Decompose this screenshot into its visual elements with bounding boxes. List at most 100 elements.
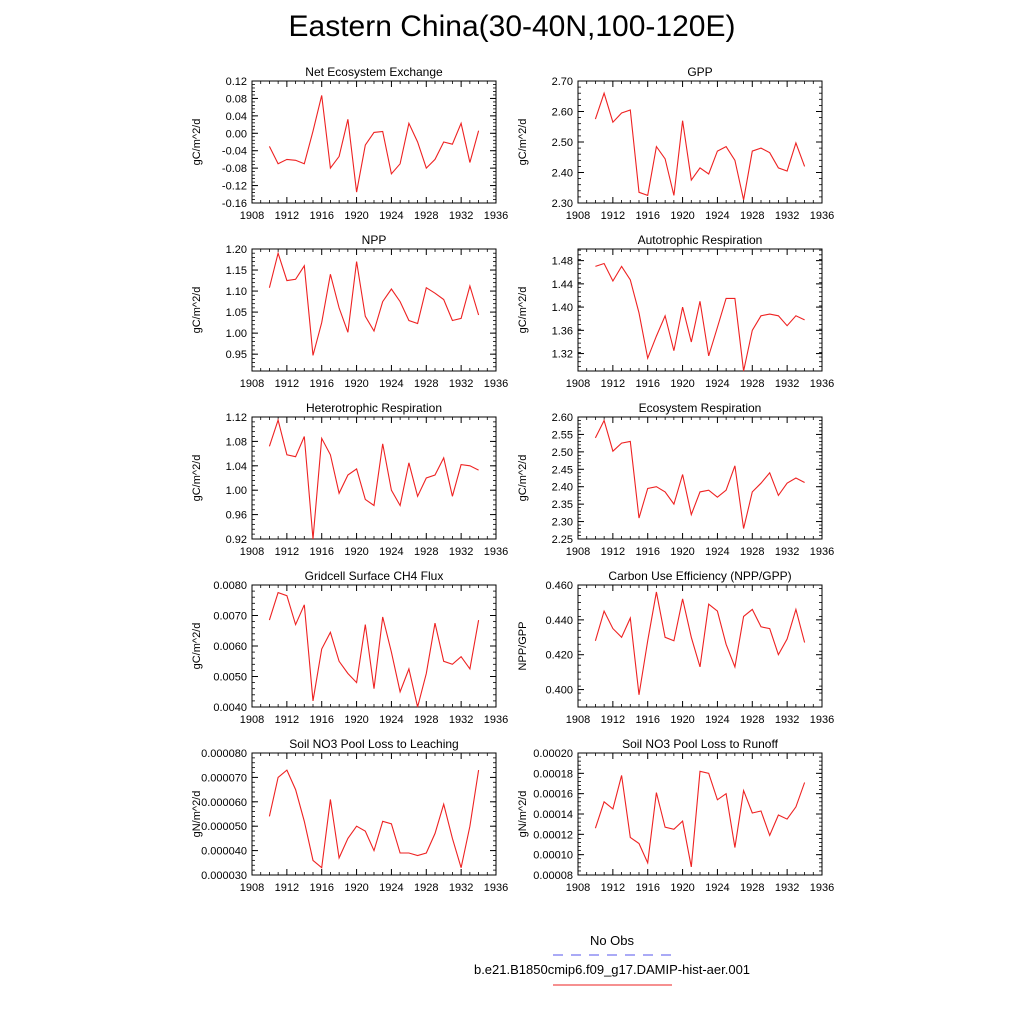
panel-title: Ecosystem Respiration bbox=[639, 401, 762, 415]
series-line bbox=[268, 769, 480, 869]
x-tick-label: 1920 bbox=[670, 210, 694, 222]
x-tick-label: 1908 bbox=[240, 546, 264, 558]
y-axis-label: gC/m^2/d bbox=[517, 455, 529, 502]
x-tick-label: 1936 bbox=[484, 882, 508, 894]
series-line bbox=[268, 591, 480, 708]
x-tick-label: 1908 bbox=[566, 546, 590, 558]
x-tick-label: 1908 bbox=[566, 210, 590, 222]
x-tick-label: 1916 bbox=[635, 378, 659, 390]
panel-carbon-use-efficiency-npp-gpp: Carbon Use Efficiency (NPP/GPP) 1908 1912 1… bbox=[517, 569, 834, 726]
x-tick-label: 1920 bbox=[344, 210, 368, 222]
x-tick-label: 1908 bbox=[566, 378, 590, 390]
x-tick-label: 1936 bbox=[810, 210, 834, 222]
y-tick-label: 0.00 bbox=[226, 128, 247, 140]
panel-npp: NPP 1908 1912 1916 1920 1924 1928 1932 1936 0.95 1… bbox=[191, 233, 508, 390]
y-tick-label: 0.00012 bbox=[533, 829, 573, 841]
y-tick-label: -0.16 bbox=[222, 198, 247, 210]
y-tick-label: 2.50 bbox=[552, 447, 573, 459]
x-tick-label: 1924 bbox=[705, 378, 729, 390]
x-tick-label: 1936 bbox=[810, 546, 834, 558]
x-tick-label: 1936 bbox=[810, 378, 834, 390]
x-tick-label: 1928 bbox=[414, 546, 438, 558]
x-tick-label: 1932 bbox=[775, 882, 799, 894]
y-tick-label: 0.0040 bbox=[213, 702, 247, 714]
y-tick-label: 1.05 bbox=[226, 307, 247, 319]
x-tick-label: 1924 bbox=[705, 546, 729, 558]
y-tick-label: 0.000050 bbox=[201, 821, 247, 833]
y-tick-label: 2.60 bbox=[552, 107, 573, 119]
y-tick-label: 1.15 bbox=[226, 265, 247, 277]
y-tick-label: 0.00018 bbox=[533, 768, 573, 780]
plot-frame bbox=[577, 584, 823, 708]
y-tick-label: 0.460 bbox=[545, 580, 573, 592]
x-tick-label: 1924 bbox=[379, 378, 403, 390]
y-axis-label: gN/m^2/d bbox=[191, 791, 203, 838]
x-tick-label: 1912 bbox=[601, 546, 625, 558]
x-tick-label: 1932 bbox=[449, 882, 473, 894]
y-tick-label: -0.04 bbox=[222, 146, 247, 158]
x-tick-label: 1924 bbox=[705, 210, 729, 222]
series-line bbox=[268, 251, 480, 356]
x-tick-label: 1912 bbox=[601, 714, 625, 726]
x-tick-label: 1908 bbox=[566, 882, 590, 894]
panel-ecosystem-respiration: Ecosystem Respiration 1908 1912 1916 1920 192… bbox=[517, 401, 834, 558]
x-tick-label: 1924 bbox=[379, 882, 403, 894]
y-tick-label: 1.10 bbox=[226, 286, 247, 298]
y-tick-label: 0.000040 bbox=[201, 846, 247, 858]
y-tick-label: 2.35 bbox=[552, 499, 573, 511]
y-tick-label: 0.12 bbox=[226, 76, 247, 88]
y-tick-label: 0.000060 bbox=[201, 797, 247, 809]
panel-title: Net Ecosystem Exchange bbox=[305, 65, 443, 79]
y-tick-label: 2.30 bbox=[552, 198, 573, 210]
panel-title: NPP bbox=[362, 233, 387, 247]
x-tick-label: 1912 bbox=[275, 714, 299, 726]
x-tick-label: 1936 bbox=[484, 714, 508, 726]
x-tick-label: 1924 bbox=[705, 882, 729, 894]
y-tick-label: 2.30 bbox=[552, 517, 573, 529]
x-tick-label: 1928 bbox=[740, 546, 764, 558]
y-tick-label: 1.32 bbox=[552, 349, 573, 361]
y-tick-label: 0.00008 bbox=[533, 870, 573, 882]
legend-label-model: b.e21.B1850cmip6.f09_g17.DAMIP-hist-aer.… bbox=[474, 962, 750, 977]
x-tick-label: 1928 bbox=[414, 882, 438, 894]
x-tick-label: 1936 bbox=[810, 882, 834, 894]
series-line bbox=[594, 770, 806, 868]
panel-title: Heterotrophic Respiration bbox=[306, 401, 442, 415]
plot-frame bbox=[251, 416, 497, 540]
x-tick-label: 1928 bbox=[740, 378, 764, 390]
panel-net-ecosystem-exchange: Net Ecosystem Exchange 1908 1912 1916 1920 19… bbox=[191, 65, 508, 222]
panel-title: Soil NO3 Pool Loss to Runoff bbox=[622, 737, 779, 751]
x-tick-label: 1912 bbox=[275, 378, 299, 390]
x-tick-label: 1928 bbox=[414, 714, 438, 726]
x-tick-label: 1908 bbox=[240, 714, 264, 726]
y-tick-label: 1.44 bbox=[552, 279, 573, 291]
x-tick-label: 1920 bbox=[670, 546, 694, 558]
legend: No Obs b.e21.B1850cmip6.f09_g17.DAMIP-his… bbox=[474, 933, 750, 986]
y-tick-label: 1.00 bbox=[226, 328, 247, 340]
plot-frame bbox=[577, 248, 823, 372]
x-tick-label: 1920 bbox=[344, 882, 368, 894]
x-tick-label: 1908 bbox=[240, 378, 264, 390]
x-tick-label: 1932 bbox=[449, 210, 473, 222]
x-tick-label: 1916 bbox=[635, 210, 659, 222]
plot-frame bbox=[251, 752, 497, 876]
page-title: Eastern China(30-40N,100-120E) bbox=[288, 10, 736, 43]
panel-autotrophic-respiration: Autotrophic Respiration 1908 1912 1916 1920 1… bbox=[517, 233, 834, 390]
y-tick-label: 0.08 bbox=[226, 93, 247, 105]
y-tick-label: 0.440 bbox=[545, 615, 573, 627]
panel-heterotrophic-respiration: Heterotrophic Respiration 1908 1912 1916 192… bbox=[191, 401, 508, 558]
y-tick-label: 1.40 bbox=[552, 302, 573, 314]
y-tick-label: 0.000070 bbox=[201, 772, 247, 784]
x-tick-label: 1932 bbox=[775, 210, 799, 222]
x-tick-label: 1928 bbox=[414, 378, 438, 390]
panel-title: Autotrophic Respiration bbox=[638, 233, 763, 247]
panel-gridcell-surface-ch4-flux: Gridcell Surface CH4 Flux 1908 1912 1916 192… bbox=[191, 569, 508, 726]
series-line bbox=[268, 418, 479, 540]
y-tick-label: 2.60 bbox=[552, 412, 573, 424]
panel-title: Soil NO3 Pool Loss to Leaching bbox=[289, 737, 458, 751]
x-tick-label: 1908 bbox=[566, 714, 590, 726]
x-tick-label: 1916 bbox=[309, 210, 333, 222]
y-tick-label: 0.400 bbox=[545, 685, 573, 697]
x-tick-label: 1912 bbox=[275, 210, 299, 222]
